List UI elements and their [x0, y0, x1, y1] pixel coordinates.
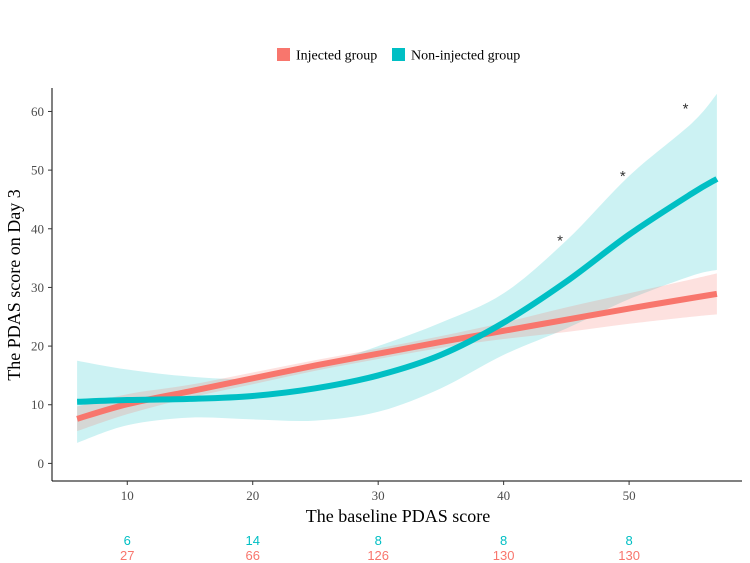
- legend-key-injected: [277, 48, 290, 61]
- fitted-lines: [76, 176, 719, 422]
- count-injected: 130: [493, 548, 515, 563]
- y-tick-label: 60: [31, 104, 44, 119]
- legend-label-non-injected: Non-injected group: [411, 49, 520, 64]
- count-injected: 27: [120, 548, 134, 563]
- y-tick-label: 10: [31, 397, 44, 412]
- count-injected: 130: [618, 548, 640, 563]
- count-injected: 126: [367, 548, 389, 563]
- y-tick-label: 30: [31, 280, 44, 295]
- significance-asterisk: *: [620, 168, 626, 185]
- x-tick-label: 10: [121, 488, 134, 503]
- x-tick-label: 50: [623, 488, 636, 503]
- count-non-injected: 8: [625, 533, 632, 548]
- significance-asterisk: *: [557, 233, 563, 250]
- count-non-injected: 8: [500, 533, 507, 548]
- series-line-non-injected: [76, 176, 719, 405]
- y-tick-label: 20: [31, 339, 44, 354]
- x-axis-title: The baseline PDAS score: [306, 506, 490, 526]
- significance-annotations: * * *: [557, 101, 688, 250]
- count-non-injected: 14: [245, 533, 259, 548]
- legend-label-injected: Injected group: [296, 49, 377, 64]
- y-tick-label: 50: [31, 163, 44, 178]
- significance-asterisk: *: [683, 101, 689, 118]
- count-table: 6 14 8 8 8 27 66 126 130 130: [120, 533, 640, 563]
- y-tick-label: 40: [31, 221, 44, 236]
- count-non-injected: 8: [375, 533, 382, 548]
- axes: 0 10 20 30 40 50 60 10 20 30 40 50: [31, 88, 742, 503]
- y-tick-label: 0: [38, 456, 45, 471]
- x-tick-label: 30: [372, 488, 385, 503]
- x-tick-label: 20: [246, 488, 259, 503]
- count-non-injected: 6: [124, 533, 131, 548]
- count-injected: 66: [245, 548, 259, 563]
- confidence-bands: [77, 93, 717, 443]
- series-line-injected: [76, 290, 718, 422]
- legend: Injected group Non-injected group: [277, 48, 520, 64]
- x-tick-label: 40: [497, 488, 510, 503]
- y-axis-title: The PDAS score on Day 3: [4, 189, 24, 380]
- legend-key-non-injected: [392, 48, 405, 61]
